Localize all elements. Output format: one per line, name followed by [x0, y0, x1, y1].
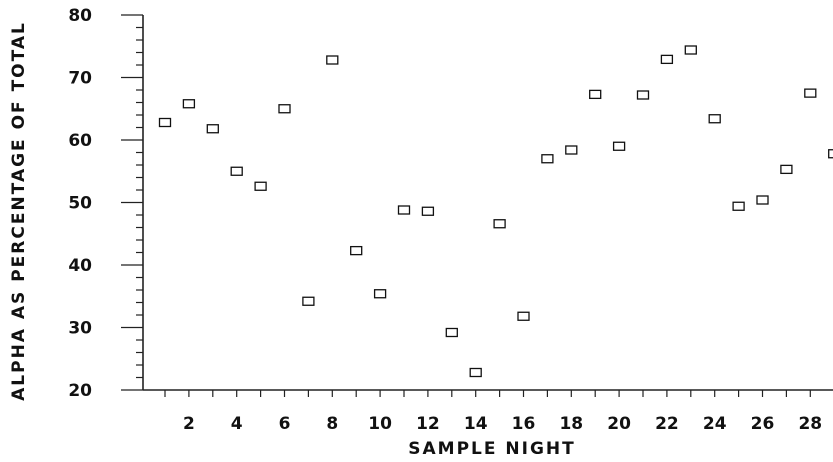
x-tick-label: 12: [416, 414, 440, 434]
data-point: [780, 164, 793, 175]
x-tick-label: 16: [512, 414, 536, 434]
data-point: [158, 117, 172, 128]
y-axis-title: ALPHA AS PERCENTAGE OF TOTAL: [9, 21, 29, 401]
data-point: [469, 367, 482, 378]
y-axis: 20 30 40 50 60 70 80: [68, 6, 144, 401]
data-point: [373, 289, 387, 299]
y-tick-label: 80: [68, 6, 92, 26]
data-point: [804, 88, 817, 98]
data-point: [684, 45, 697, 55]
data-point: [732, 201, 745, 211]
x-tick-label: 4: [231, 414, 243, 434]
x-tick-label: 14: [464, 414, 488, 434]
x-tick-label: 20: [607, 414, 631, 434]
data-point: [708, 114, 721, 124]
data-point: [541, 154, 554, 164]
x-tick-label: 10: [368, 414, 392, 434]
x-tick-label: 24: [703, 414, 727, 434]
data-point: [182, 99, 196, 109]
x-axis: 2 4 6 8 10 12 14 16 18 20 22 24 26 28: [143, 389, 833, 434]
y-tick-label: 40: [68, 256, 92, 276]
data-point: [636, 90, 650, 100]
data-point: [326, 55, 339, 65]
data-point: [278, 104, 291, 114]
x-tick-label: 28: [798, 414, 822, 434]
x-tick-label: 2: [183, 414, 195, 434]
y-tick-label: 60: [68, 131, 92, 151]
x-axis-title: SAMPLE NIGHT: [408, 439, 575, 459]
data-point: [589, 89, 602, 100]
x-tick-label: 8: [326, 414, 338, 434]
data-points: [158, 45, 833, 378]
y-tick-label: 50: [68, 194, 92, 214]
x-tick-label: 22: [655, 414, 679, 434]
data-point: [828, 149, 833, 159]
data-point: [756, 195, 769, 205]
x-tick-label: 18: [559, 414, 583, 434]
data-point: [565, 145, 578, 155]
y-tick-label: 70: [68, 69, 92, 89]
data-point: [660, 54, 674, 65]
data-point: [612, 141, 626, 151]
x-tick-label: 6: [279, 414, 291, 434]
y-tick-label: 30: [68, 319, 92, 339]
data-point: [206, 124, 219, 134]
data-point: [445, 327, 458, 338]
data-point: [230, 166, 243, 176]
data-point: [517, 311, 530, 321]
data-point: [397, 205, 411, 215]
data-point: [254, 181, 267, 191]
data-point: [302, 296, 315, 306]
data-point: [421, 206, 435, 216]
y-tick-label: 20: [68, 381, 92, 401]
data-point: [493, 219, 506, 229]
data-point: [350, 245, 363, 256]
x-tick-label: 26: [751, 414, 775, 434]
